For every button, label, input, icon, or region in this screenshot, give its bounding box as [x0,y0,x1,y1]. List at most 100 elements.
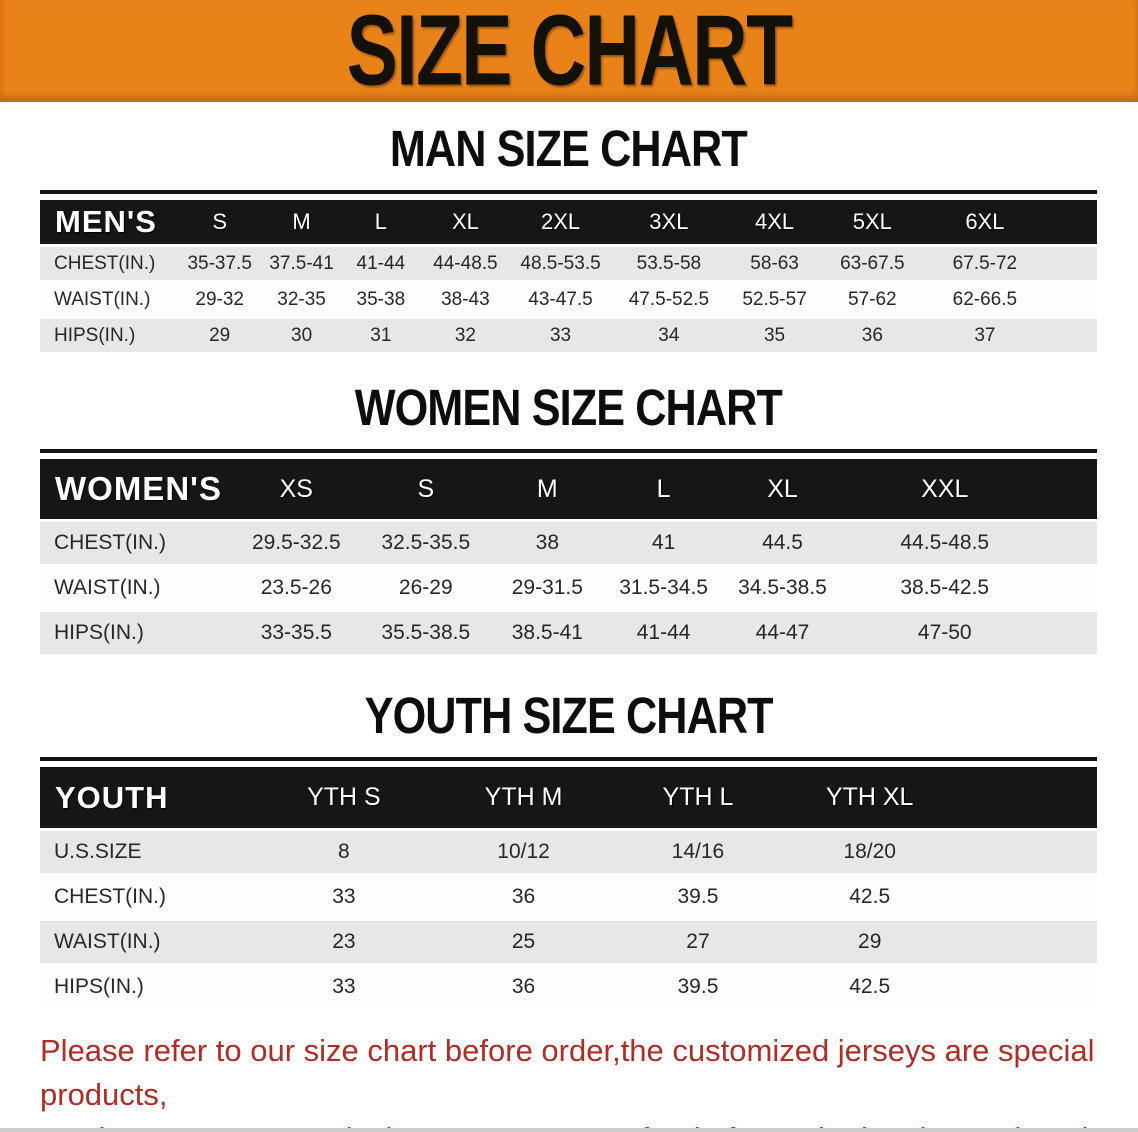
row-label: U.S.SIZE [40,831,252,873]
table-row: HIPS(IN.) 29 30 31 32 33 34 35 36 37 [40,319,1097,352]
size-value: 36 [436,966,611,1008]
column-header: 3XL [610,200,727,244]
size-value: 39.5 [610,966,786,1008]
header-row: YOUTH YTH S YTH M YTH L YTH XL [40,767,1097,828]
notice-line-1: Please refer to our size chart before or… [40,1033,1095,1113]
youth-size-chart-heading-text: YOUTH SIZE CHART [364,688,773,745]
row-label: CHEST(IN.) [40,247,178,280]
column-header: YTH L [610,767,786,828]
size-value: 42.5 [785,966,955,1008]
size-value: 29 [785,921,955,963]
man-size-chart-heading-text: MAN SIZE CHART [390,121,748,178]
table-row: CHEST(IN.) 35-37.5 37.5-41 41-44 44-48.5 48.5… [40,247,1097,280]
column-header: XS [230,459,363,519]
size-value: 36 [822,319,923,352]
row-label: WAIST(IN.) [40,567,231,609]
women-table-wrap: WOMEN'S XS S M L XL XXL CHEST(IN.) 29.5-32.5 32.5… [40,449,1097,657]
youth-size-chart-heading: YOUTH SIZE CHART [40,657,1097,744]
filler-cell [1046,567,1097,609]
men-table-wrap: MEN'S S M L XL 2XL 3XL 4XL 5XL 6XL CHEST(IN.) 35-37… [40,190,1097,355]
size-value: 30 [261,319,342,352]
banner-title: SIZE CHART [346,0,793,107]
size-value: 8 [251,831,437,873]
column-header: XL [721,459,844,519]
size-value: 44.5 [721,522,844,564]
size-value: 32-35 [261,283,342,316]
size-value: 43-47.5 [510,283,611,316]
size-value: 47-50 [843,612,1047,654]
size-value: 48.5-53.5 [510,247,611,280]
size-value: 44-48.5 [420,247,511,280]
notice-line-2: we don't accept cancel, change, teturn o… [40,1117,1114,1132]
size-value: 10/12 [436,831,611,873]
youth-table-wrap: YOUTH YTH S YTH M YTH L YTH XL U.S.SIZE 8 10/12… [40,757,1097,1011]
size-value: 32.5-35.5 [362,522,490,564]
size-value: 33 [251,966,437,1008]
table-top-rule [40,190,1097,194]
header-row: WOMEN'S XS S M L XL XXL [40,459,1097,519]
size-value: 67.5-72 [922,247,1048,280]
table-corner-label: YOUTH [40,767,252,828]
filler-cell [954,966,1097,1008]
size-value: 33 [510,319,611,352]
size-value: 38-43 [420,283,511,316]
page-bottom-edge [0,1128,1138,1132]
filler-cell [954,876,1097,918]
table-row: WAIST(IN.) 23 25 27 29 [40,921,1097,963]
size-value: 34.5-38.5 [721,567,844,609]
table-row: HIPS(IN.) 33-35.5 35.5-38.5 38.5-41 41-44 44-… [40,612,1097,654]
size-value: 31 [341,319,421,352]
size-value: 14/16 [610,831,786,873]
size-value: 39.5 [610,876,786,918]
size-value: 37 [922,319,1048,352]
size-value: 33-35.5 [230,612,363,654]
column-header: YTH M [436,767,611,828]
column-header: XXL [843,459,1047,519]
size-value: 38.5-42.5 [843,567,1047,609]
table-corner-label: WOMEN'S [40,459,231,519]
size-value: 33 [251,876,437,918]
filler-cell [1047,283,1097,316]
filler-cell [1047,319,1097,352]
table-row: WAIST(IN.) 23.5-26 26-29 29-31.5 31.5-34.5 34… [40,567,1097,609]
table-row: CHEST(IN.) 29.5-32.5 32.5-35.5 38 41 44.5 44.5… [40,522,1097,564]
size-value: 32 [420,319,511,352]
size-value: 37.5-41 [261,247,342,280]
youth-size-table: YOUTH YTH S YTH M YTH L YTH XL U.S.SIZE 8 10/12… [40,764,1097,1011]
column-header: 6XL [922,200,1048,244]
size-value: 18/20 [785,831,955,873]
size-value: 29-32 [177,283,262,316]
column-header: M [489,459,606,519]
column-header: YTH XL [785,767,955,828]
table-row: U.S.SIZE 8 10/12 14/16 18/20 [40,831,1097,873]
filler-cell [1046,522,1097,564]
size-value: 29 [177,319,262,352]
filler-cell [954,831,1097,873]
size-value: 23 [251,921,437,963]
column-header: XL [420,200,511,244]
size-value: 41-44 [605,612,722,654]
column-header: YTH S [251,767,437,828]
column-header: L [341,200,421,244]
women-size-chart-section: WOMEN SIZE CHART WOMEN'S XS S M L XL XXL CHEST(… [0,355,1138,657]
size-value: 35 [727,319,823,352]
size-value: 41-44 [341,247,421,280]
filler-cell [1047,200,1097,244]
column-header: 5XL [822,200,923,244]
size-value: 26-29 [362,567,490,609]
size-value: 35-38 [341,283,421,316]
column-header: M [261,200,342,244]
size-value: 57-62 [822,283,923,316]
table-row: WAIST(IN.) 29-32 32-35 35-38 38-43 43-47.5 47.… [40,283,1097,316]
youth-size-chart-section: YOUTH SIZE CHART YOUTH YTH S YTH M YTH L YTH… [0,657,1138,1011]
size-value: 38.5-41 [489,612,606,654]
size-value: 44.5-48.5 [843,522,1047,564]
size-value: 62-66.5 [922,283,1048,316]
column-header: 2XL [510,200,611,244]
row-label: WAIST(IN.) [40,921,252,963]
size-value: 25 [436,921,611,963]
column-header: 4XL [727,200,823,244]
women-size-table: WOMEN'S XS S M L XL XXL CHEST(IN.) 29.5-32.5 32.5… [40,456,1097,657]
filler-cell [954,767,1097,828]
